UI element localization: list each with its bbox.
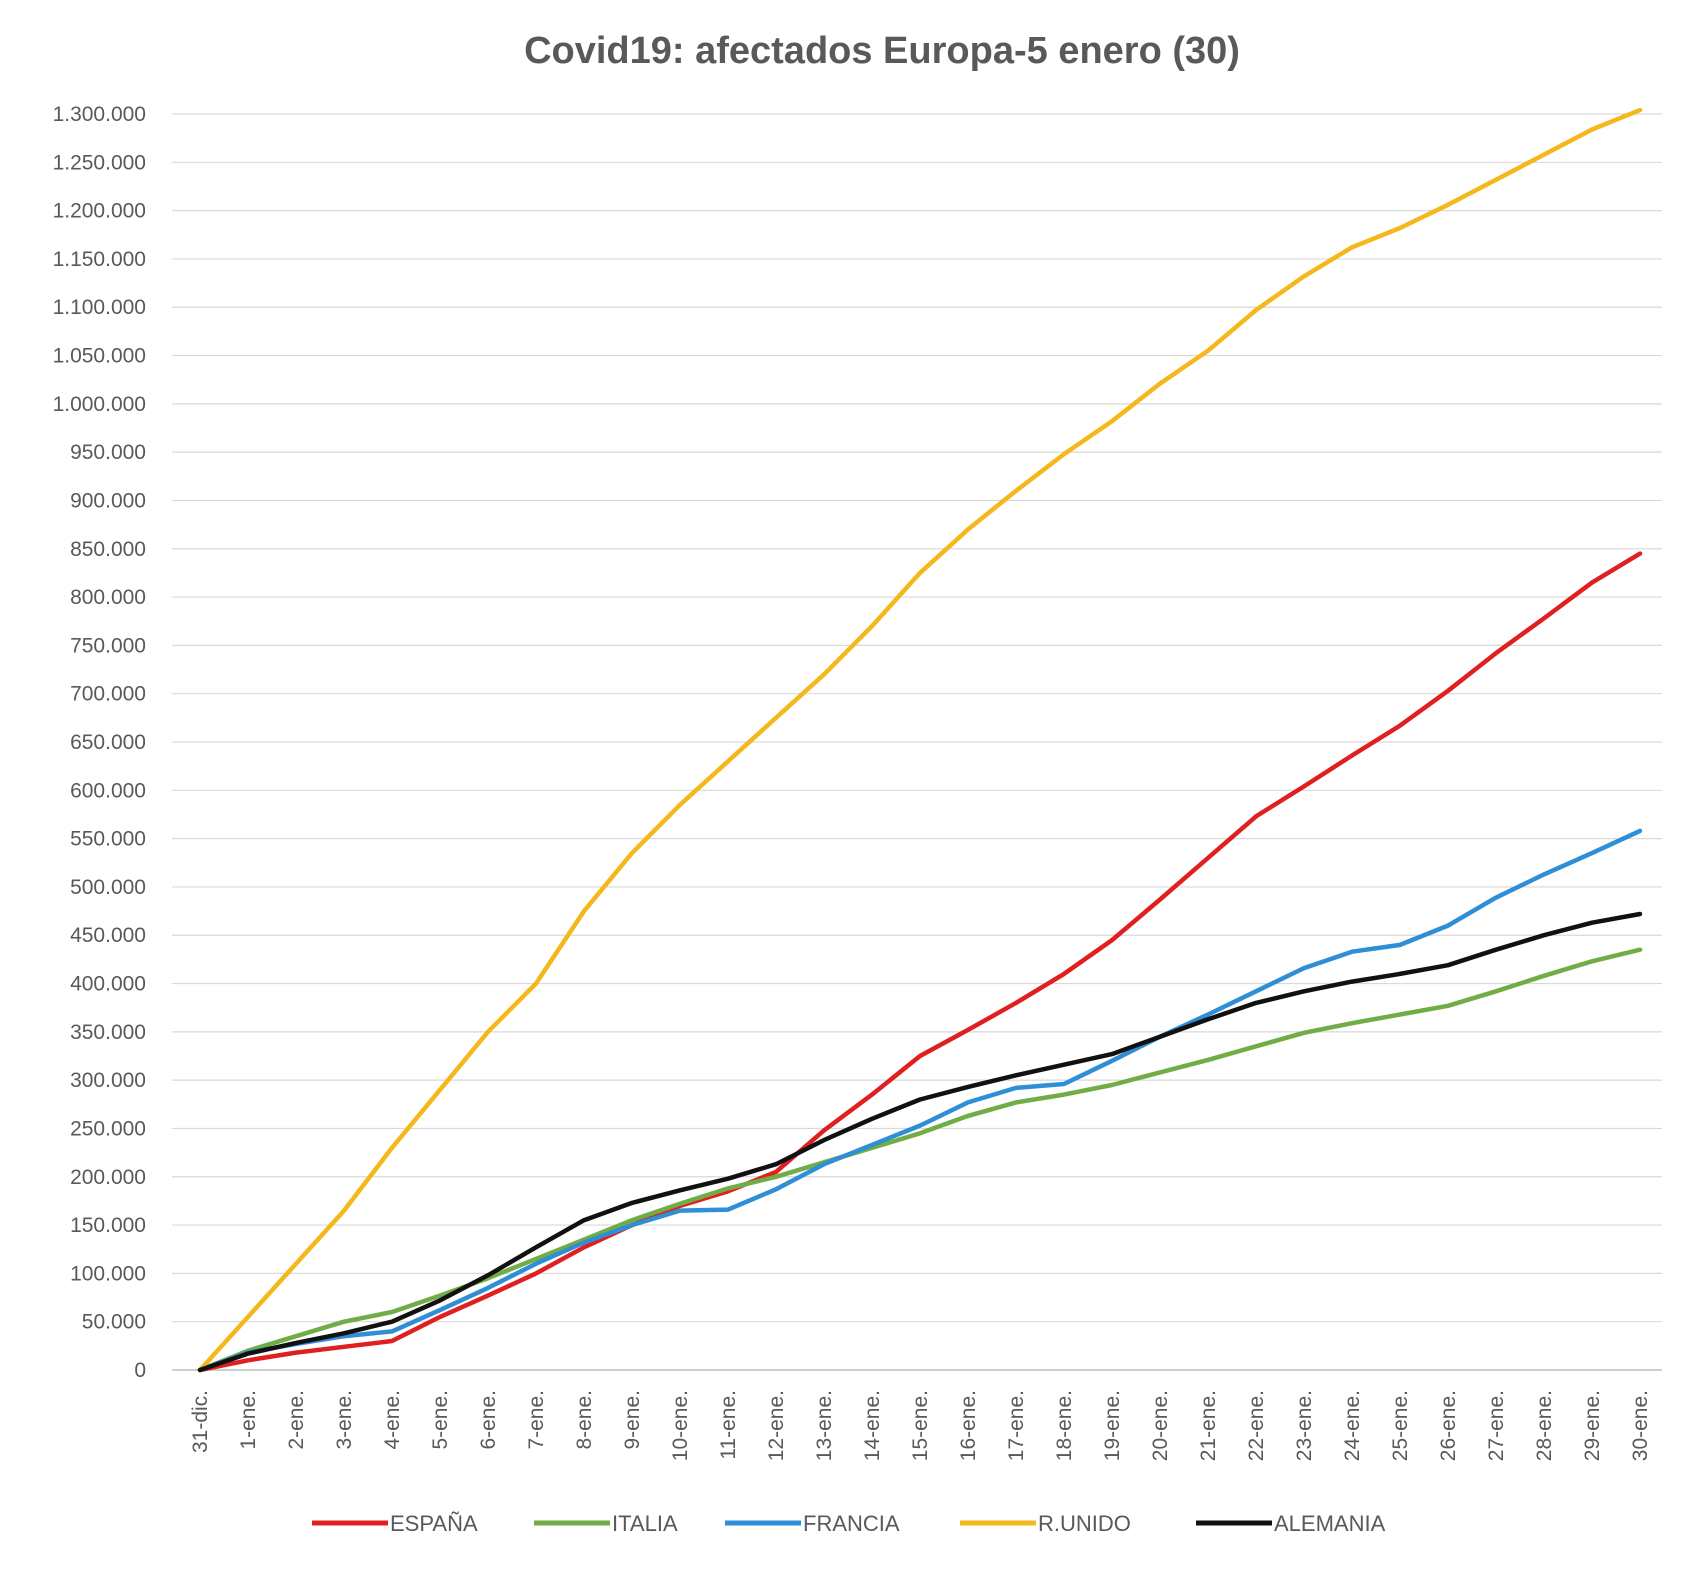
- gridlines: [172, 113, 1662, 1371]
- x-tick-label: 18-ene.: [1053, 1390, 1076, 1461]
- y-tick-label: 750.000: [70, 634, 146, 657]
- x-tick-label: 14-ene.: [861, 1390, 884, 1461]
- y-tick-label: 350.000: [70, 1021, 146, 1044]
- x-tick-label: 24-ene.: [1341, 1390, 1364, 1461]
- x-tick-label: 6-ene.: [477, 1390, 500, 1450]
- y-tick-label: 550.000: [70, 828, 146, 851]
- y-tick-label: 1.000.000: [53, 393, 146, 416]
- x-tick-label: 21-ene.: [1197, 1390, 1220, 1461]
- y-tick-label: 0: [134, 1359, 146, 1382]
- y-tick-label: 800.000: [70, 586, 146, 609]
- y-tick-label: 1.300.000: [53, 103, 146, 126]
- x-tick-label: 16-ene.: [957, 1390, 980, 1461]
- series-line-alemania: [197, 911, 1643, 1373]
- x-tick-label: 22-ene.: [1245, 1390, 1268, 1461]
- series-line-italia: [197, 947, 1643, 1373]
- series-lines: [197, 107, 1643, 1373]
- x-tick-label: 12-ene.: [765, 1390, 788, 1461]
- x-tick-label: 23-ene.: [1293, 1390, 1316, 1461]
- series-line-espa-a: [197, 551, 1643, 1373]
- x-tick-label: 13-ene.: [813, 1390, 836, 1461]
- y-tick-label: 200.000: [70, 1166, 146, 1189]
- x-tick-label: 4-ene.: [381, 1390, 404, 1450]
- x-tick-label: 17-ene.: [1005, 1390, 1028, 1461]
- legend-label: R.UNIDO: [1038, 1511, 1131, 1536]
- y-tick-label: 600.000: [70, 779, 146, 802]
- y-tick-label: 900.000: [70, 489, 146, 512]
- x-axis: 31-dic. 1-ene. 2-ene. 3-ene. 4-ene. 5-ene. 6-e…: [189, 1390, 1652, 1461]
- x-tick-label: 1-ene.: [237, 1390, 260, 1450]
- x-tick-label: 8-ene.: [573, 1390, 596, 1450]
- y-tick-label: 500.000: [70, 876, 146, 899]
- y-tick-label: 300.000: [70, 1069, 146, 1092]
- y-tick-label: 1.100.000: [53, 296, 146, 319]
- x-tick-label: 20-ene.: [1149, 1390, 1172, 1461]
- legend-label: ITALIA: [612, 1511, 678, 1536]
- x-tick-label: 10-ene.: [669, 1390, 692, 1461]
- series-line-francia: [197, 828, 1643, 1373]
- y-tick-label: 450.000: [70, 924, 146, 947]
- x-tick-label: 30-ene.: [1629, 1390, 1652, 1461]
- legend-label: ESPAÑA: [390, 1511, 478, 1536]
- x-tick-label: 9-ene.: [621, 1390, 644, 1450]
- legend-label: FRANCIA: [803, 1511, 900, 1536]
- x-tick-label: 2-ene.: [285, 1390, 308, 1450]
- x-tick-label: 29-ene.: [1581, 1390, 1604, 1461]
- y-tick-label: 100.000: [70, 1262, 146, 1285]
- y-tick-label: 50.000: [82, 1311, 146, 1334]
- x-tick-label: 31-dic.: [189, 1390, 212, 1453]
- chart-title: Covid19: afectados Europa-5 enero (30): [524, 30, 1240, 72]
- x-tick-label: 3-ene.: [333, 1390, 356, 1450]
- legend: ESPAÑA ITALIA FRANCIA R.UNIDO ALEMANIA: [312, 1511, 1386, 1536]
- y-tick-label: 700.000: [70, 683, 146, 706]
- x-tick-label: 19-ene.: [1101, 1390, 1124, 1461]
- y-tick-label: 850.000: [70, 538, 146, 561]
- series-line-r-unido: [197, 107, 1643, 1373]
- y-tick-label: 950.000: [70, 441, 146, 464]
- x-tick-label: 7-ene.: [525, 1390, 548, 1450]
- y-tick-label: 1.150.000: [53, 248, 146, 271]
- x-tick-label: 27-ene.: [1485, 1390, 1508, 1461]
- y-tick-label: 400.000: [70, 973, 146, 996]
- x-tick-label: 15-ene.: [909, 1390, 932, 1461]
- legend-label: ALEMANIA: [1274, 1511, 1386, 1536]
- y-tick-label: 250.000: [70, 1117, 146, 1140]
- y-tick-label: 150.000: [70, 1214, 146, 1237]
- x-tick-label: 25-ene.: [1389, 1390, 1412, 1461]
- y-tick-label: 1.200.000: [53, 200, 146, 223]
- x-tick-label: 11-ene.: [717, 1390, 740, 1460]
- y-tick-label: 650.000: [70, 731, 146, 754]
- x-tick-label: 28-ene.: [1533, 1390, 1556, 1461]
- y-tick-label: 1.050.000: [53, 345, 146, 368]
- y-tick-label: 1.250.000: [53, 151, 146, 174]
- x-tick-label: 5-ene.: [429, 1390, 452, 1450]
- x-tick-label: 26-ene.: [1437, 1390, 1460, 1461]
- y-axis: 0 50.000 100.000 150.000 200.000 250.000 300.0…: [53, 103, 146, 1382]
